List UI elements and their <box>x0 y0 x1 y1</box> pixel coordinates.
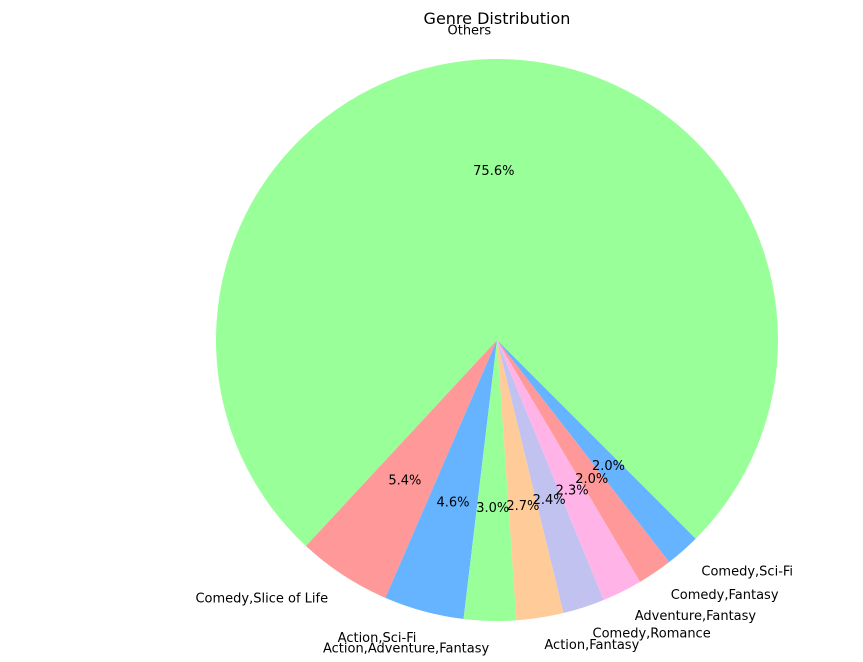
slice-label-others: Others <box>447 23 491 38</box>
pct-label-action-adventure-fantasy: 3.0% <box>476 501 509 516</box>
slice-label-action-fantasy: Action,Fantasy <box>544 638 639 653</box>
pie-slice-comedy-sci-fi <box>497 340 696 563</box>
slice-label-adventure-fantasy: Adventure,Fantasy <box>635 609 757 624</box>
pct-label-comedy-romance: 2.4% <box>533 493 566 508</box>
slice-label-action-sci-fi: Action,Sci-Fi <box>338 631 417 646</box>
slice-label-comedy-fantasy: Comedy,Fantasy <box>671 588 779 603</box>
percent-labels: 75.6% 5.4% 4.6% 3.0%2.7%2.4%2.3%2.0%2.0% <box>388 164 625 516</box>
slice-label-comedy-romance: Comedy,Romance <box>593 626 711 641</box>
pie-slices <box>216 59 779 621</box>
pie-slice-action-adventure-fantasy <box>463 340 517 621</box>
slice-label-comedy-sci-fi: Comedy,Sci-Fi <box>701 564 793 579</box>
pie-slice-action-fantasy <box>497 340 564 621</box>
pct-label-others: 75.6% <box>473 164 514 179</box>
pie-slice-comedy-romance <box>497 340 604 614</box>
pie-slice-comedy-fantasy <box>497 340 670 582</box>
slice-label-comedy-slice-of-life: Comedy,Slice of Life <box>195 591 328 606</box>
pct-label-comedy-slice-of-life: 5.4% <box>388 474 421 489</box>
pie-slice-others <box>216 59 779 547</box>
pie-slice-adventure-fantasy <box>497 340 641 600</box>
pct-label-comedy-sci-fi: 2.0% <box>592 459 625 474</box>
pct-label-action-sci-fi: 4.6% <box>437 495 470 510</box>
chart-title: Genre Distribution <box>424 9 571 28</box>
pie-slice-action-sci-fi <box>385 340 497 619</box>
pie-slice-comedy-slice-of-life <box>305 340 497 598</box>
pct-label-adventure-fantasy: 2.3% <box>556 483 589 498</box>
pct-label-action-fantasy: 2.7% <box>506 499 539 514</box>
slice-label-action-adventure-fantasy: Action,Adventure,Fantasy <box>323 642 490 657</box>
pct-label-comedy-fantasy: 2.0% <box>575 472 608 487</box>
